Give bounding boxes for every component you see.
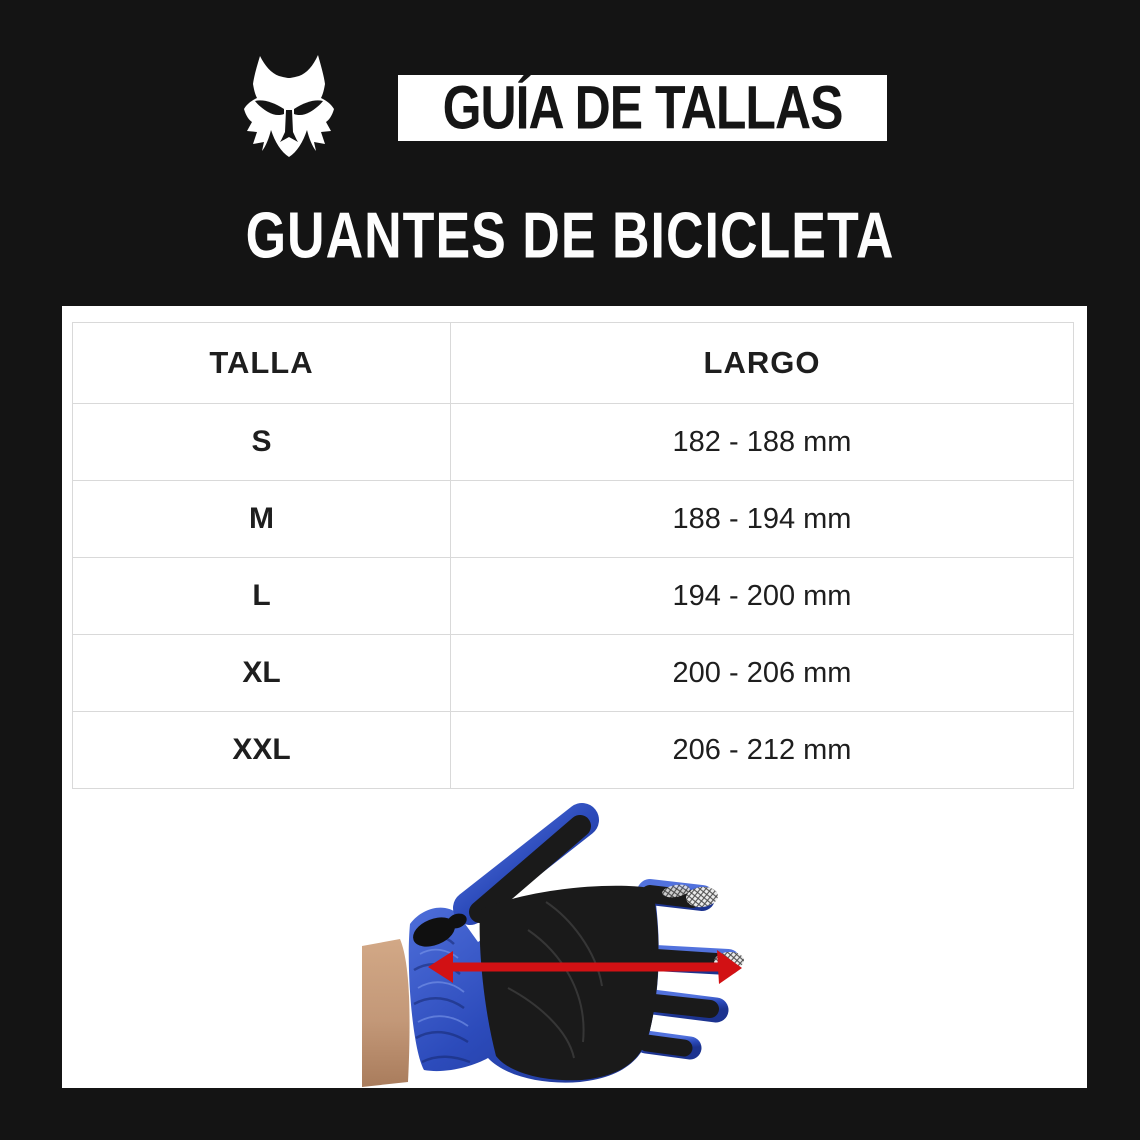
page-title: GUÍA DE TALLAS (398, 73, 887, 143)
size-value: XXL (72, 711, 451, 789)
forearm (362, 939, 410, 1087)
measurement-arrow-icon (428, 950, 742, 984)
size-value: S (72, 403, 451, 481)
page-title-text: GUÍA DE TALLAS (442, 73, 844, 143)
range-value: 182 - 188 mm (450, 403, 1074, 481)
table-row: XXL 206 - 212 mm (72, 711, 1074, 789)
column-header-largo: LARGO (450, 322, 1074, 404)
range-value: 200 - 206 mm (450, 634, 1074, 712)
size-value: XL (72, 634, 451, 712)
column-header-talla: TALLA (72, 322, 451, 404)
range-value: 194 - 200 mm (450, 557, 1074, 635)
range-value: 206 - 212 mm (450, 711, 1074, 789)
content-panel: TALLA LARGO S 182 - 188 mm M 188 - 194 m… (62, 306, 1087, 1088)
table-row: L 194 - 200 mm (72, 557, 1074, 635)
table-row: XL 200 - 206 mm (72, 634, 1074, 712)
glove-palm (469, 815, 725, 1081)
range-value: 188 - 194 mm (450, 480, 1074, 558)
glove-measurement-photo (362, 803, 744, 1087)
table-header-row: TALLA LARGO (72, 322, 1074, 404)
table-row: M 188 - 194 mm (72, 480, 1074, 558)
size-table: TALLA LARGO S 182 - 188 mm M 188 - 194 m… (72, 322, 1074, 789)
table-row: S 182 - 188 mm (72, 403, 1074, 481)
fox-logo-icon (244, 55, 334, 157)
size-value: M (72, 480, 451, 558)
subtitle: GUANTES DE BICICLETA (245, 199, 895, 273)
size-value: L (72, 557, 451, 635)
